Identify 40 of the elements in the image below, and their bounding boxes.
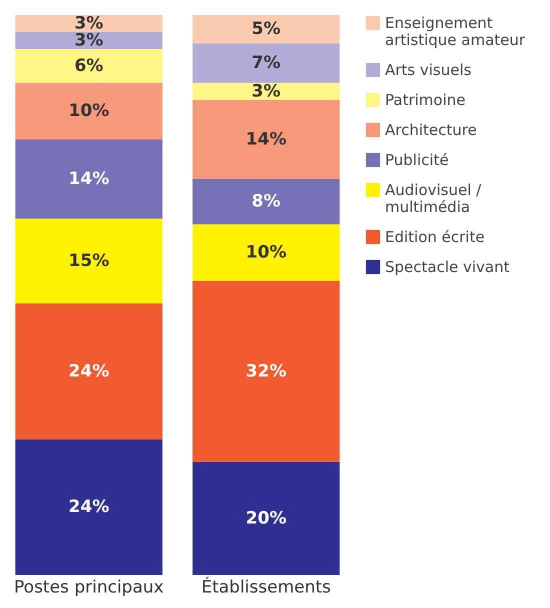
data-label: 24% — [68, 497, 110, 518]
x-tick-label: Postes principaux — [14, 578, 164, 598]
data-label: 32% — [246, 361, 286, 382]
bar — [192, 179, 340, 224]
legend-label: Spectacle vivant — [385, 258, 510, 276]
data-label: 8% — [252, 192, 281, 212]
bar — [15, 82, 162, 140]
data-label: 14% — [246, 129, 286, 150]
legend-label: Architecture — [385, 121, 477, 139]
bar — [15, 139, 162, 219]
data-label: 6% — [74, 56, 104, 76]
bar — [15, 48, 162, 83]
bar — [192, 100, 340, 180]
bar — [15, 303, 162, 440]
bar — [192, 82, 340, 100]
bar — [192, 43, 340, 83]
bar — [192, 224, 340, 281]
legend-label: Publicité — [385, 151, 449, 169]
bar — [192, 280, 340, 462]
bar — [15, 439, 162, 575]
bar — [15, 32, 162, 49]
bar — [15, 218, 162, 304]
legend-label: Arts visuels — [385, 61, 472, 79]
legend-label: Edition écrite — [385, 228, 485, 246]
data-label: 7% — [252, 53, 281, 74]
legend-label: Audiovisuel / multimédia — [385, 181, 482, 216]
data-label: 3% — [252, 81, 281, 102]
x-tick-label: Établissements — [201, 576, 332, 598]
legend-label: Enseignement artistique amateur — [385, 14, 526, 49]
bar — [192, 15, 340, 44]
data-label: 10% — [246, 242, 286, 263]
bar — [15, 15, 162, 32]
legend-label: Patrimoine — [385, 91, 466, 109]
bar — [192, 462, 340, 575]
data-label: 24% — [68, 361, 110, 382]
data-label: 14% — [68, 169, 110, 190]
data-label: 5% — [252, 19, 281, 40]
data-label: 20% — [246, 508, 286, 528]
data-label: 10% — [68, 101, 110, 122]
data-label: 15% — [68, 251, 110, 272]
